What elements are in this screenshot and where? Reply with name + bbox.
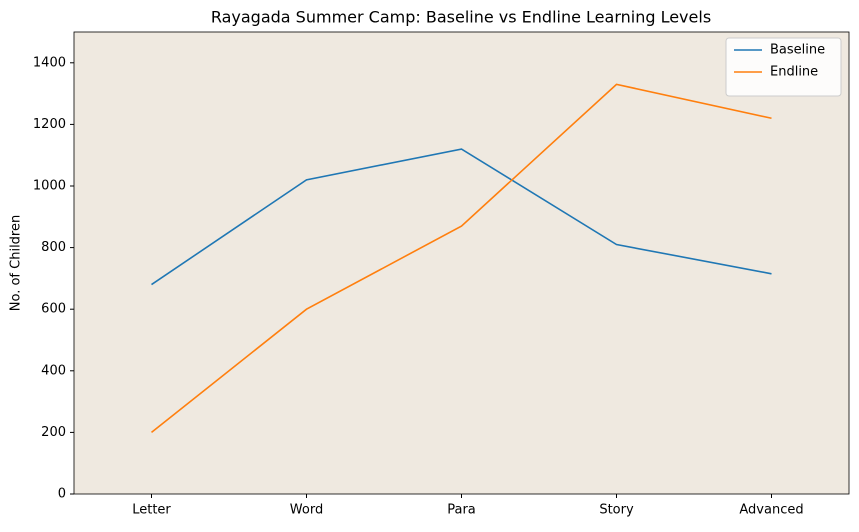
x-tick-label: Letter <box>132 503 171 518</box>
legend-label: Endline <box>770 65 818 80</box>
line-series <box>151 148 772 286</box>
y-tick-label: 1400 <box>33 55 66 70</box>
x-tick-label: Story <box>599 503 634 518</box>
x-tick-label: Para <box>447 503 476 518</box>
y-tick-label: 600 <box>41 302 66 317</box>
line-series <box>151 83 772 434</box>
chart-title: Rayagada Summer Camp: Baseline vs Endlin… <box>211 8 711 27</box>
y-tick-label: 800 <box>41 240 66 255</box>
legend: Baseline Endline <box>725 37 842 97</box>
y-tick-label: 1000 <box>33 179 66 194</box>
y-tick-label: 200 <box>41 425 66 440</box>
x-tick-label: Advanced <box>739 503 803 518</box>
x-tick-label: Word <box>290 503 323 518</box>
legend-box <box>725 37 842 97</box>
y-tick-label: 1200 <box>33 117 66 132</box>
y-tick-label: 400 <box>41 363 66 378</box>
plot-background <box>74 32 849 494</box>
y-axis-label: No. of Children <box>9 215 24 311</box>
plot-frame <box>73 31 850 495</box>
y-tick-label: 0 <box>58 487 66 502</box>
legend-label: Baseline <box>770 43 825 58</box>
